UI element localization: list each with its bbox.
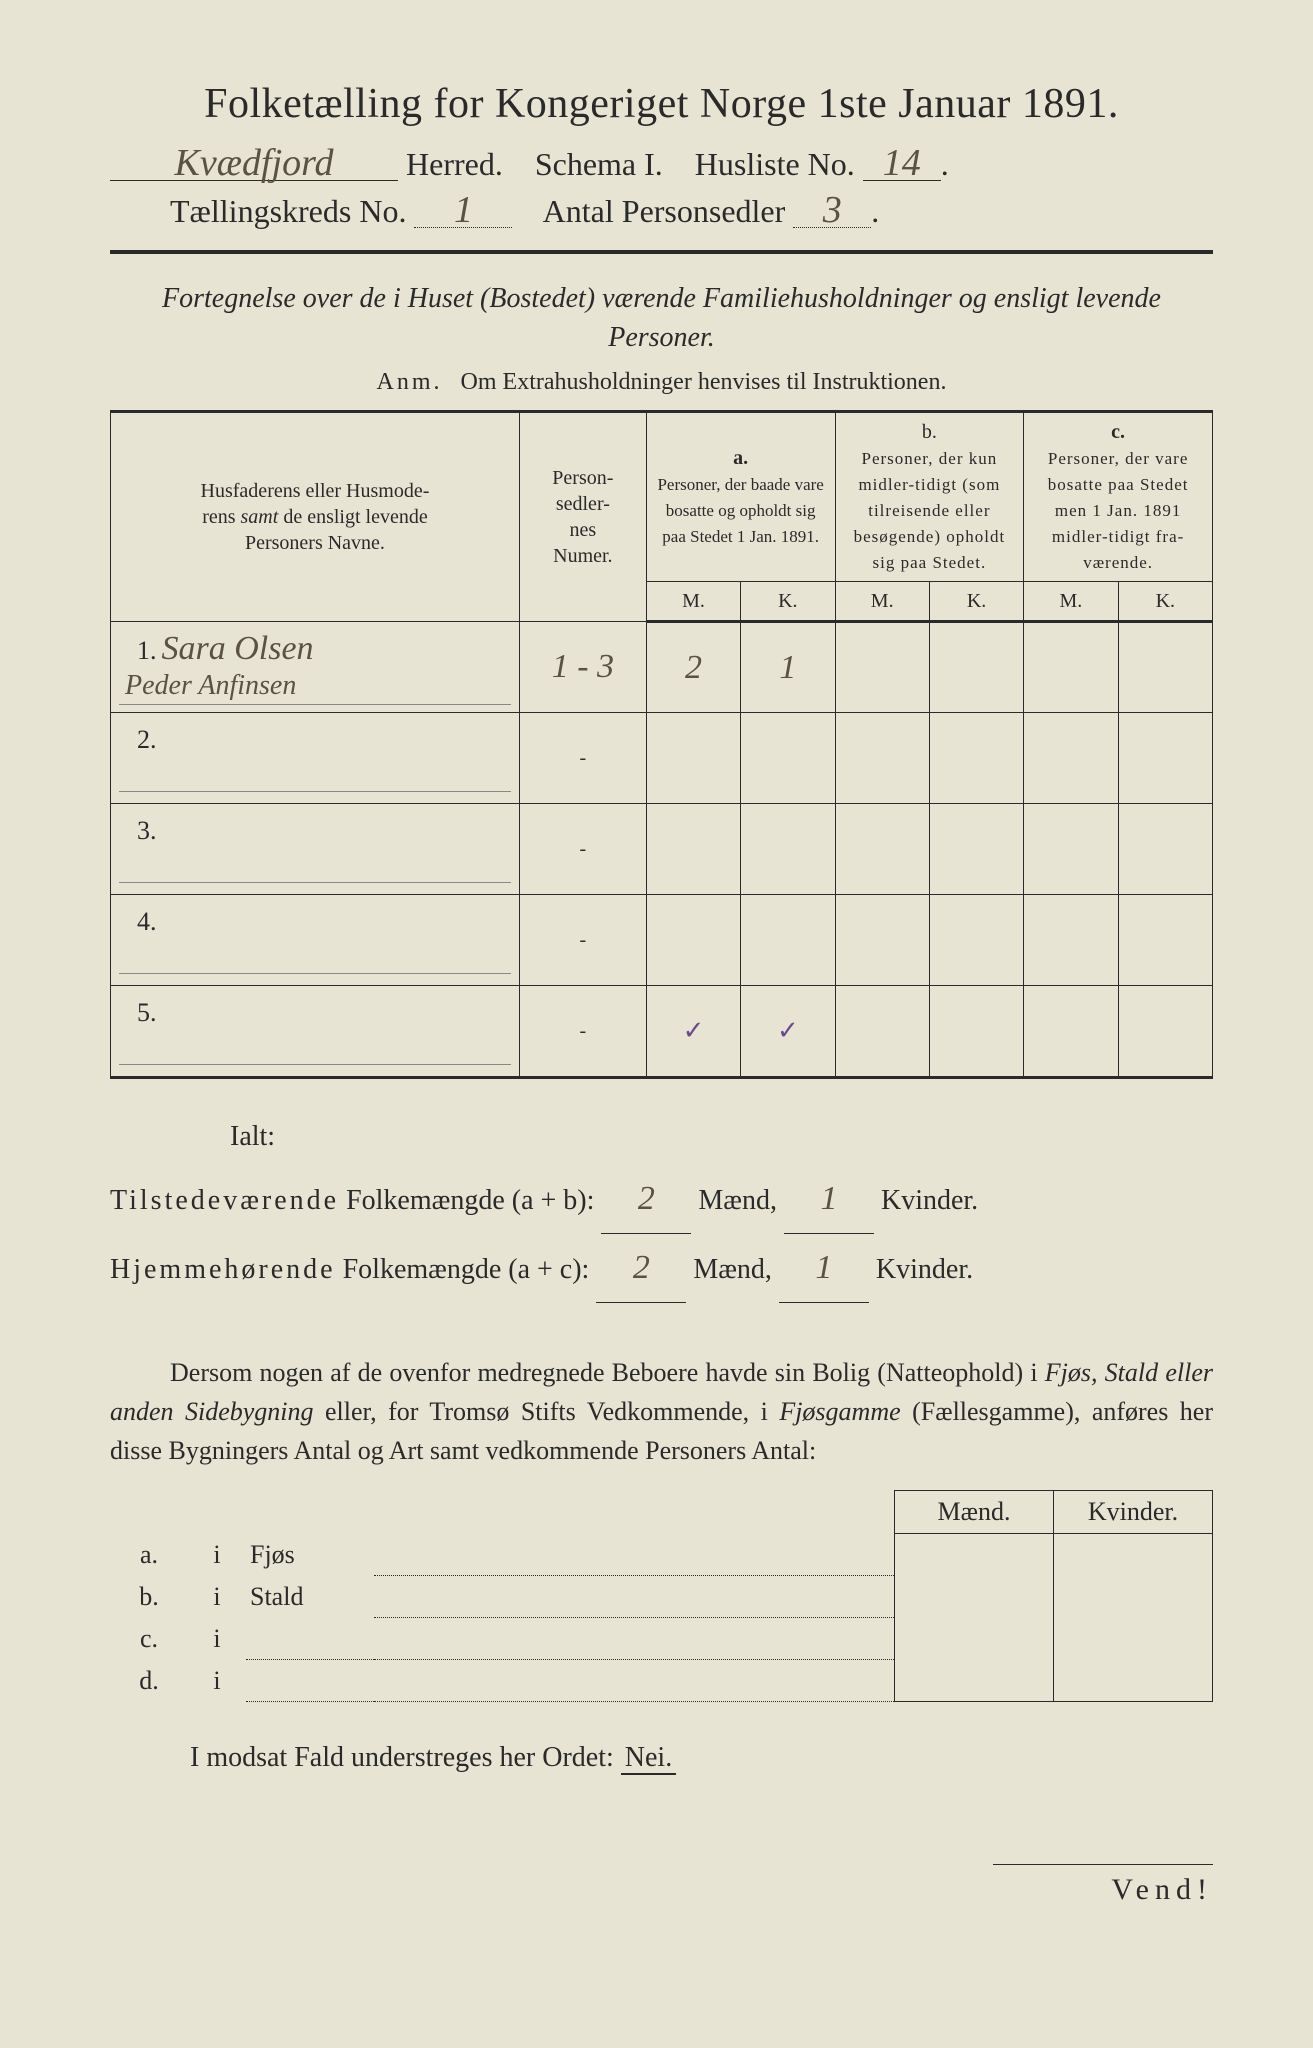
table-row: 4. - <box>111 895 1213 986</box>
table-row: 5. - ✓ ✓ <box>111 986 1213 1078</box>
b-k: K. <box>929 582 1023 622</box>
val: 2 <box>685 649 702 686</box>
table-row: 1. Sara Olsen Peder Anfinsen 1 - 3 2 1 <box>111 622 1213 713</box>
kvinder-header: Kvinder. <box>1054 1491 1213 1534</box>
building-row: a. i Fjøs <box>110 1534 1213 1576</box>
num: - <box>519 804 646 895</box>
kvinder-label: Kvinder. <box>876 1254 973 1285</box>
l2-k: 1 <box>779 1234 869 1303</box>
header-line-2: Tællingskreds No. 1 Antal Personsedler 3… <box>110 193 1213 230</box>
kreds-label: Tællingskreds No. <box>170 193 406 229</box>
row-number: 2. <box>119 725 157 754</box>
c-k: K. <box>1118 582 1212 622</box>
name-1: Sara Olsen <box>162 630 314 667</box>
c-m: M. <box>1024 582 1118 622</box>
building-row: b. i Stald <box>110 1576 1213 1618</box>
form-title: Folketælling for Kongeriget Norge 1ste J… <box>110 80 1213 128</box>
table-row: 3. - <box>111 804 1213 895</box>
check: ✓ <box>683 1016 705 1045</box>
main-table: Husfaderens eller Husmode-rens samt de e… <box>110 410 1213 1079</box>
kvinder-label: Kvinder. <box>881 1185 978 1216</box>
l1-k: 1 <box>784 1165 874 1234</box>
nei-word: Nei. <box>621 1742 676 1775</box>
num: - <box>519 713 646 804</box>
maend-label: Mænd, <box>693 1254 772 1285</box>
val: 1 <box>779 649 796 686</box>
ialt-label: Ialt: <box>110 1109 1213 1165</box>
table-row: 2. - <box>111 713 1213 804</box>
divider <box>110 250 1213 254</box>
schema-label: Schema I. <box>535 146 663 182</box>
num: 1 - 3 <box>552 648 614 685</box>
hjemme-label: Hjemmehørende <box>110 1254 336 1285</box>
a-m: M. <box>646 582 740 622</box>
herred-label: Herred. <box>406 146 503 182</box>
husliste-label: Husliste No. <box>695 146 855 182</box>
b-m: M. <box>835 582 929 622</box>
antal-label: Antal Personsedler <box>543 193 786 229</box>
herred-value: Kvædfjord <box>110 146 398 181</box>
col-c-header: c. Personer, der vare bosatte paa Stedet… <box>1024 412 1213 582</box>
num: - <box>519 895 646 986</box>
totals-block: Ialt: Tilstedeværende Folkemængde (a + b… <box>110 1109 1213 1303</box>
header-line-1: Kvædfjord Herred. Schema I. Husliste No.… <box>110 146 1213 183</box>
census-form-page: Folketælling for Kongeriget Norge 1ste J… <box>0 0 1313 2048</box>
name-2: Peder Anfinsen <box>125 670 296 701</box>
paragraph: Dersom nogen af de ovenfor medregnede Be… <box>110 1353 1213 1470</box>
folk-ab: Folkemængde (a + b): <box>346 1185 601 1216</box>
row-number: 4. <box>119 907 157 936</box>
anm-line: Anm. Om Extrahusholdninger henvises til … <box>110 369 1213 396</box>
nei-pre: I modsat Fald understreges her Ordet: <box>190 1742 614 1773</box>
num: - <box>519 986 646 1078</box>
col-names-header: Husfaderens eller Husmode-rens samt de e… <box>111 412 520 622</box>
building-row: c. i <box>110 1618 1213 1660</box>
kreds-value: 1 <box>414 193 512 228</box>
l2-m: 2 <box>596 1234 686 1303</box>
l1-m: 2 <box>601 1165 691 1234</box>
antal-value: 3 <box>793 193 871 228</box>
nei-line: I modsat Fald understreges her Ordet: Ne… <box>110 1742 1213 1774</box>
maend-header: Mænd. <box>895 1491 1054 1534</box>
check: ✓ <box>777 1016 799 1045</box>
col-a-header: a. Personer, der baade vare bosatte og o… <box>646 412 835 582</box>
row-number: 5. <box>119 998 157 1027</box>
col-num-header: Person-sedler-nesNumer. <box>519 412 646 622</box>
building-row: d. i <box>110 1660 1213 1702</box>
row-number: 3. <box>119 816 157 845</box>
subtitle: Fortegnelse over de i Huset (Bostedet) v… <box>110 279 1213 357</box>
folk-ac: Folkemængde (a + c): <box>343 1254 597 1285</box>
anm-text: Om Extrahusholdninger henvises til Instr… <box>461 369 947 395</box>
building-table: Mænd. Kvinder. a. i Fjøs b. i Stald c. i… <box>110 1490 1213 1702</box>
anm-label: Anm. <box>377 369 443 395</box>
maend-label: Mænd, <box>698 1185 777 1216</box>
row-number: 1. <box>119 636 157 665</box>
col-b-header: b. Personer, der kun midler-tidigt (som … <box>835 412 1024 582</box>
tilstede-label: Tilstedeværende <box>110 1185 339 1216</box>
vend-label: Vend! <box>993 1864 1213 1907</box>
husliste-value: 14 <box>863 146 941 181</box>
a-k: K. <box>741 582 835 622</box>
